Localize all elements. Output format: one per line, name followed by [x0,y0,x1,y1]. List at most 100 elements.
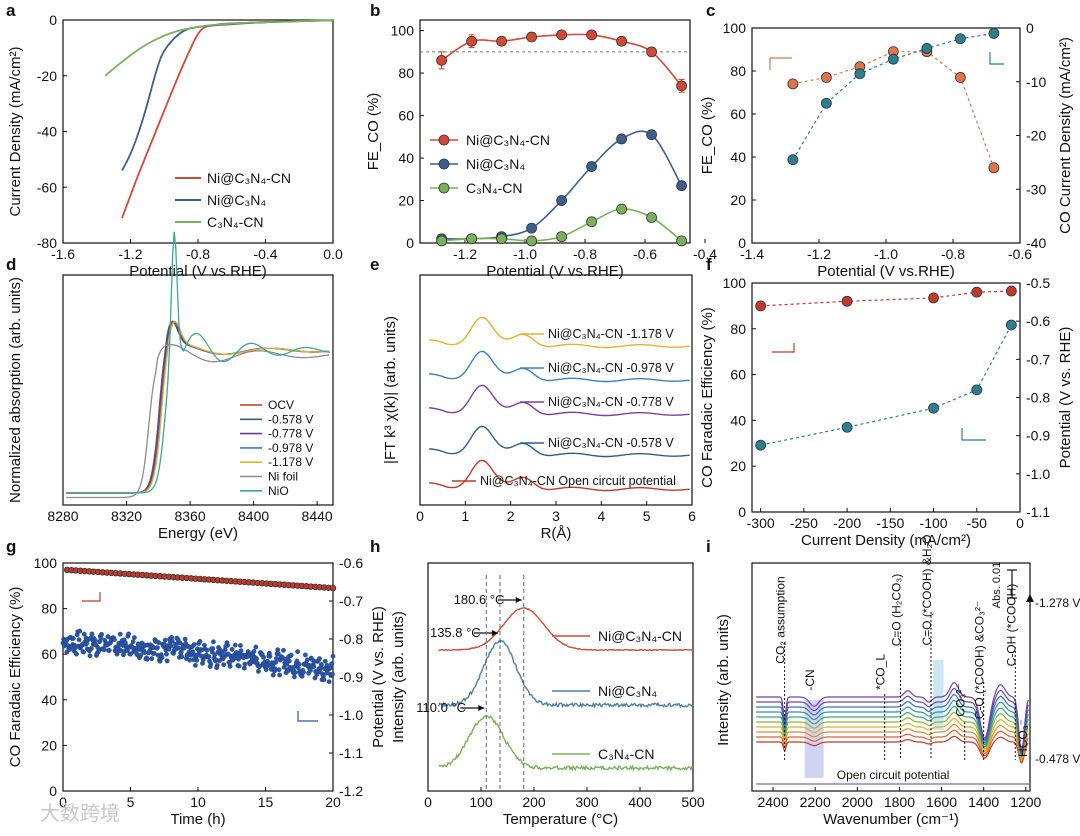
ir-spectrum [756,735,1029,764]
plot-frame [751,27,1021,244]
y-axis-label: CO Faradaic Efficiency (%) [7,587,24,768]
x-tick-label: 1400 [968,794,999,810]
x-tick-label: 400 [628,794,652,810]
data-point [253,644,259,650]
data-point [304,657,310,663]
panel-d: 8280 8320 8360 8400 8440 Energy (eV) Normalize… [6,231,334,542]
y-tick-label: 0 [738,504,746,520]
x-tick-label: 2 [507,508,515,524]
y-right-tick-label: -30 [1026,181,1046,197]
data-point [496,35,508,47]
panel-letter: a [6,1,16,20]
x-tick-label: -0.4 [253,246,277,262]
data-point [317,656,322,662]
data-point [988,162,1000,174]
series-label: Ni@C₃N₄-CN [598,628,682,644]
y-axis-label: Intensity (arb. units) [715,614,732,746]
peak-label: 180.6 °C [454,592,505,607]
data-point [225,642,230,648]
x-tick-label: 200 [522,794,546,810]
xanes-curve [66,343,330,499]
x-tick-label: -0.8 [186,246,210,262]
y-right-tick-label: -0.9 [1026,428,1050,444]
data-point [321,677,327,683]
data-point [928,402,939,414]
data-point [466,233,478,245]
y-tick-label: 80 [730,63,746,79]
y-axis-label: Intensity (arb. units) [390,611,407,743]
y-tick-label: 100 [391,23,415,39]
plot-frame [62,19,334,244]
peak-label: 135.8 °C [430,625,481,640]
data-point [971,384,983,396]
ft-curve [429,425,690,458]
legend-marker [438,182,450,194]
y-tick-label: 40 [730,149,746,165]
data-point [887,53,899,65]
data-point [676,235,687,247]
series-label: Ni@C₃N₄-CN -0.578 V [548,436,674,450]
y-tick-label: 60 [41,646,57,662]
data-point [270,672,276,678]
data-point [921,43,933,54]
y-tick-label: 20 [730,458,746,474]
data-point [81,649,86,655]
ir-spectrum [756,711,1029,759]
data-point [164,651,169,657]
data-point [286,658,292,664]
panel-c: -1.4 -1.2 -1.0 -0.8 -0.6 Potential (V vs.RHE)… [699,1,1074,280]
x-axis-label: Wavenumber (cm⁻¹) [823,811,959,828]
data-point [241,665,247,671]
plot-frame [751,282,1021,513]
y-axis-label: CO Faradaic Efficiency (%) [699,307,716,488]
y-axis-label: FE_CO (%) [365,93,382,171]
data-point [556,29,567,41]
y-tick-label: 60 [398,108,414,124]
y-right-tick-label: -20 [1026,128,1046,144]
x-tick-label: 1800 [884,794,915,810]
ft-curve [429,316,690,349]
x-tick-label: -0.6 [1008,246,1032,262]
legend-label: Ni@C₃N₄ [466,156,525,172]
x-tick-label: 3 [552,508,560,524]
panel-letter: f [706,255,712,274]
x-tick-label: 8280 [47,508,78,524]
data-point [676,80,687,92]
data-point [182,636,188,642]
data-point [556,231,567,243]
data-point [211,639,216,645]
data-point [928,292,939,304]
x-tick-label: 5 [127,794,135,810]
data-point [841,421,853,433]
data-point [92,637,98,643]
data-point [330,653,336,659]
x-tick-label: 20 [325,794,341,810]
plot-frame [427,562,694,792]
series-line [792,51,995,169]
data-point [101,647,107,653]
peak-arrowhead [491,630,498,636]
x-tick-label: 300 [575,794,599,810]
y-tick-label: 80 [398,65,414,81]
panel-letter: c [706,1,715,20]
y-tick-label: 0 [49,783,57,799]
y-right-tick-label: -0.9 [339,669,363,685]
data-point [138,652,144,658]
x-tick-label: -1.2 [807,246,831,262]
data-point [496,233,508,245]
data-point [302,652,308,658]
data-point [151,651,157,656]
y-right-tick-label: -0.6 [339,555,363,571]
panel-letter: i [706,537,711,556]
y-right-tick-label: -0.7 [1026,351,1050,367]
data-point [214,663,220,668]
data-point [299,673,305,679]
panel-h: 0 100 200 300 400 500 Temperature (°C) Intensit… [370,537,705,828]
legend-label: Ni@C₃N₄ [207,192,266,208]
legend-label: Ni@C₃N₄-CN [466,132,550,148]
y-right-tick-label: -1.1 [339,745,363,761]
panel-g: 0 5 10 15 20 Time (h) 0 20 40 60 80 100 -0.6 -0.7 -0.8… [6,537,387,828]
data-point [76,637,82,643]
data-point [276,667,282,673]
x-tick-label: 8360 [174,508,205,524]
